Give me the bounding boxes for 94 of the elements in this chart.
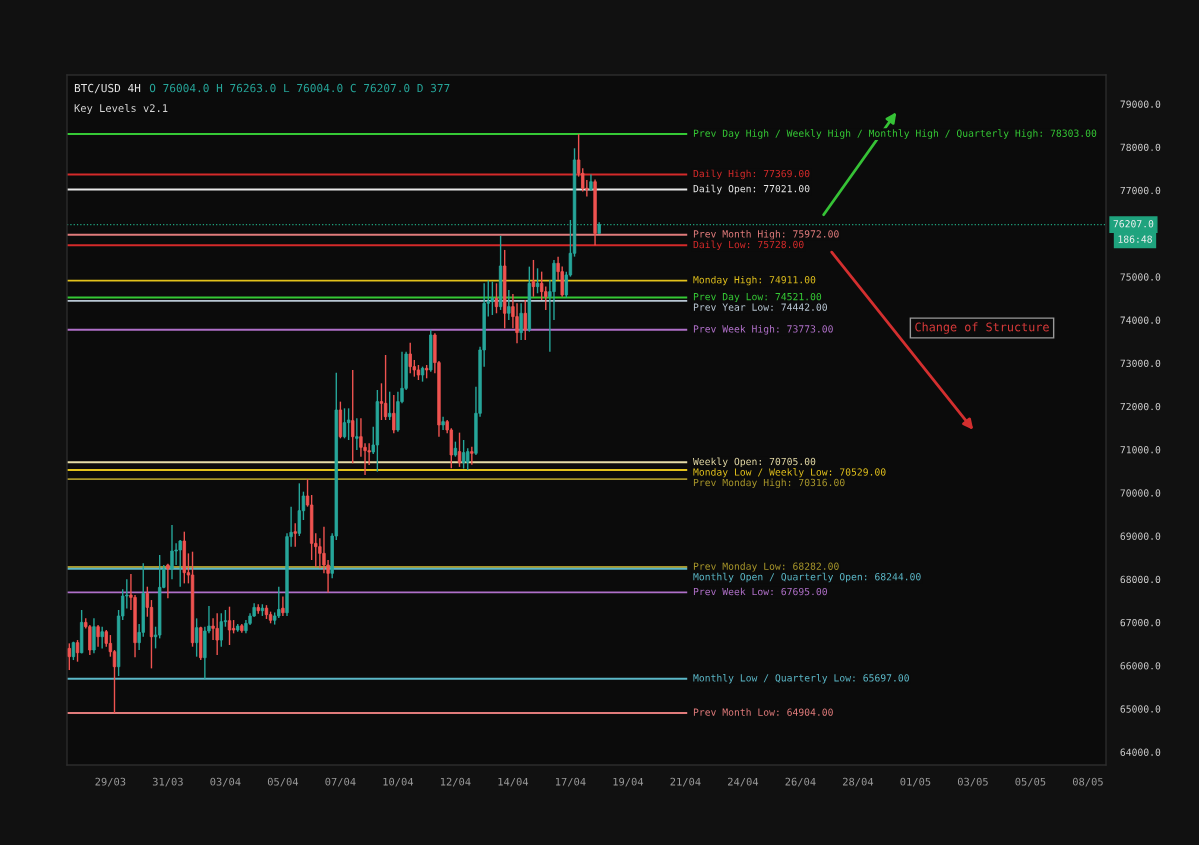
ref-line-label: Daily Open: 77021.00 (693, 184, 810, 195)
candlestick (535, 267, 540, 294)
ref-line-label: 76207.0 (1113, 220, 1154, 228)
y-tick-label: 79000.0 (1120, 100, 1161, 108)
candlestick (408, 341, 412, 375)
candlestick (466, 447, 470, 471)
x-tick-label: 14/04 (498, 777, 529, 787)
ref-line-label: Prev Monday Low: 68282.00 (693, 562, 839, 572)
candlestick (170, 524, 174, 581)
x-tick-label: 03/04 (210, 777, 241, 787)
x-tick-label: 03/05 (957, 777, 988, 787)
candlestick (92, 617, 96, 655)
candlestick (100, 626, 104, 650)
x-tick-label: 10/04 (383, 777, 414, 787)
candlestick (281, 595, 285, 617)
candlestick (75, 639, 80, 663)
candlestick (166, 562, 170, 600)
candlestick (346, 407, 351, 441)
y-tick-label: 78000.0 (1120, 143, 1161, 152)
candlestick (355, 417, 359, 451)
candlestick (379, 382, 384, 421)
candlestick (194, 617, 199, 658)
x-tick-label: 21/04 (670, 777, 701, 787)
candlestick (277, 585, 281, 619)
y-tick-label: 72000.0 (1120, 402, 1161, 411)
x-tick-label: 08/05 (1072, 777, 1103, 787)
candlestick (178, 539, 182, 588)
ref-line-label: Prev Week High: 73773.00 (693, 325, 833, 335)
x-tick-label: 19/04 (613, 777, 644, 787)
ref-line-label: Prev Month Low: 64904.00 (693, 708, 833, 716)
ref-line-label: Daily High: 77369.00 (693, 169, 810, 180)
y-tick-label: 74000.0 (1120, 316, 1161, 324)
y-tick-label: 71000.0 (1120, 446, 1161, 454)
y-tick-label: 70000.0 (1120, 489, 1161, 497)
x-tick-label: 05/04 (267, 777, 299, 787)
x-tick-label: 17/04 (555, 777, 586, 787)
candlestick (342, 407, 347, 440)
y-tick-label: 69000.0 (1120, 532, 1161, 540)
candlestick (351, 369, 355, 465)
candlestick (544, 285, 548, 311)
ref-line-label: Monday High: 74911.00 (693, 275, 816, 286)
candlestick (461, 439, 466, 470)
ref-line-label: Monday Low / Weekly Low: 70529.00 (693, 468, 886, 478)
ref-line-label: Monthly Open / Quarterly Open: 68244.00 (693, 572, 921, 583)
x-tick-label: 07/04 (325, 777, 356, 787)
ref-line-label: Prev Monday High: 70316.00 (693, 478, 845, 489)
candlestick (88, 624, 92, 656)
candlestick (219, 612, 223, 648)
y-tick-label: 75000.0 (1120, 273, 1161, 281)
x-tick-label: 01/05 (900, 777, 931, 787)
y-tick-label: 65000.0 (1120, 705, 1161, 713)
text: 186:48 (1118, 235, 1152, 243)
x-tick-label: 05/05 (1015, 777, 1046, 787)
ref-line-label: Prev Day Low: 74521.00 (693, 292, 822, 303)
y-tick-label: 68000.0 (1120, 575, 1161, 584)
ref-line-label: Prev Week Low: 67695.00 (693, 587, 827, 596)
text: BTC/USD 4H (74, 83, 141, 94)
x-tick-label: 12/04 (440, 777, 471, 787)
candlestick (387, 390, 392, 421)
y-tick-label: 64000.0 (1120, 748, 1161, 756)
y-tick-label: 67000.0 (1120, 618, 1161, 627)
text: O 76004.0 H 76263.0 L 76004.0 C 76207.0 D 377 (149, 83, 450, 93)
ref-line-label: Prev Year Low: 74442.00 (693, 303, 827, 311)
candlestick (457, 431, 462, 468)
candlestick (297, 482, 302, 537)
x-tick-label: 26/04 (785, 777, 816, 787)
y-tick-label: 73000.0 (1120, 359, 1161, 368)
candlestick (490, 280, 495, 316)
candlestick (96, 624, 100, 648)
candlestick (67, 642, 71, 671)
candlestick (293, 522, 297, 548)
annotation: Key Levels v2.1 (74, 103, 168, 115)
x-tick-label: 29/03 (95, 777, 126, 787)
candlestick (519, 302, 523, 341)
candlestick (507, 289, 511, 321)
ref-line-label: Daily Low: 75728.00 (693, 240, 804, 251)
candlestick (227, 605, 232, 646)
ref-line-label: Prev Day High / Weekly High / Monthly High / Quarterly High: 78303.00 (693, 129, 1097, 139)
candlestick (470, 445, 474, 466)
candlestick (392, 394, 396, 435)
candlestick (531, 259, 536, 298)
ref-line-label: Prev Month High: 75972.00 (693, 230, 839, 240)
ref-line-label: Monthly Low / Quarterly Low: 65697.00 (693, 673, 909, 684)
annotation: Change of Structure (915, 322, 1049, 334)
x-tick-label: 28/04 (843, 777, 874, 787)
x-tick-label: 24/04 (728, 777, 759, 787)
y-tick-label: 77000.0 (1120, 186, 1161, 195)
x-tick-label: 31/03 (152, 777, 183, 787)
candlestick (383, 354, 388, 421)
ref-line-label: Weekly Open: 70705.00 (693, 457, 816, 468)
candlestick (215, 612, 219, 656)
candlestick (494, 282, 499, 314)
candlestick (523, 299, 527, 341)
y-tick-label: 66000.0 (1120, 662, 1161, 670)
